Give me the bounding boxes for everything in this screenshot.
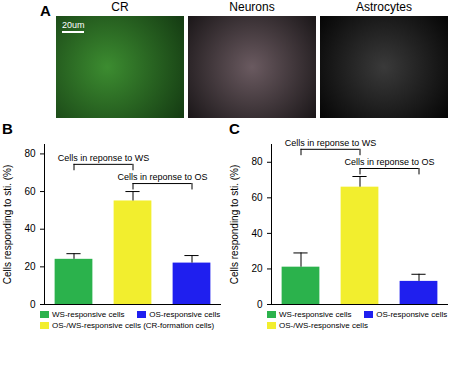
html-text:C: C [229, 120, 240, 137]
svg-text:Cells in reponse to OS: Cells in reponse to OS [344, 157, 434, 167]
html-text:OS-/WS-responsive cells (CR-fo: OS-/WS-responsive cells (CR-formation ce… [52, 321, 215, 330]
svg-text:80: 80 [251, 156, 263, 167]
html-text:OS-/WS-responsive cells: OS-/WS-responsive cells [279, 321, 368, 330]
html-text:A: A [40, 2, 51, 19]
html-text:Astrocytes: Astrocytes [356, 0, 412, 14]
svg-text:Cells in reponse to OS: Cells in reponse to OS [117, 172, 207, 182]
html-text:WS-responsive cells: WS-responsive cells [52, 310, 125, 319]
svg-text:0: 0 [30, 299, 36, 310]
svg-text:40: 40 [251, 228, 263, 239]
svg-text:Cells responding to sti. (%): Cells responding to sti. (%) [229, 165, 240, 285]
svg-text:Cells in reponse to WS: Cells in reponse to WS [58, 153, 150, 163]
svg-text:20: 20 [24, 261, 36, 272]
svg-text:20: 20 [251, 263, 263, 274]
html-text:Neurons: Neurons [229, 0, 275, 14]
svg-text:80: 80 [24, 148, 36, 159]
html-text:WS-responsive cells: WS-responsive cells [279, 310, 352, 319]
svg-text:60: 60 [251, 192, 263, 203]
html-text:OS-responsive cells: OS-responsive cells [149, 310, 221, 319]
svg-text:60: 60 [24, 186, 36, 197]
svg-text:Cells responding to sti. (%): Cells responding to sti. (%) [2, 165, 13, 285]
html-text:B: B [2, 120, 13, 137]
html-text:OS-responsive cells: OS-responsive cells [376, 310, 448, 319]
svg-text:40: 40 [24, 223, 36, 234]
svg-text:0: 0 [257, 299, 263, 310]
html-text:CR: CR [111, 0, 129, 14]
svg-text:Cells in reponse to WS: Cells in reponse to WS [285, 138, 377, 148]
html-text:20um: 20um [62, 20, 85, 30]
